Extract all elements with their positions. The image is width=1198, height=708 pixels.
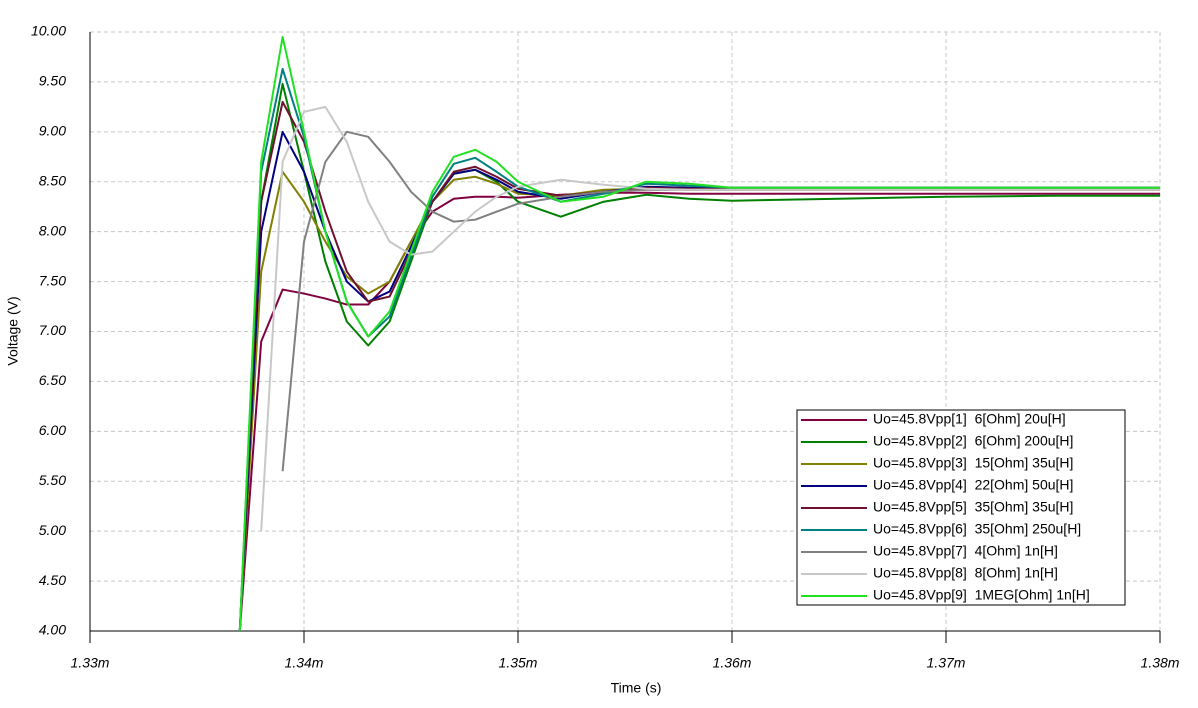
x-tick-label: 1.37m (927, 655, 966, 671)
series-line (238, 191, 1160, 631)
y-axis-label: Voltage (V) (5, 296, 21, 365)
series-line (238, 35, 1160, 631)
x-tick-label: 1.35m (499, 655, 538, 671)
y-tick-label: 7.50 (39, 272, 66, 288)
y-tick-label: 8.00 (39, 222, 66, 238)
y-tick-label: 9.50 (39, 73, 66, 89)
legend-label: Uo=45.8Vpp[6] 35[Ohm] 250u[H] (873, 521, 1081, 537)
legend-label: Uo=45.8Vpp[3] 15[Ohm] 35u[H] (873, 455, 1073, 471)
legend-label: Uo=45.8Vpp[2] 6[Ohm] 200u[H] (873, 433, 1073, 449)
legend-label: Uo=45.8Vpp[5] 35[Ohm] 35u[H] (873, 499, 1073, 515)
y-tick-label: 5.00 (39, 522, 66, 538)
x-tick-label: 1.33m (71, 655, 110, 671)
x-tick-label: 1.36m (713, 655, 752, 671)
y-tick-label: 8.50 (39, 172, 66, 188)
x-axis-label: Time (s) (611, 680, 662, 696)
y-tick-label: 5.50 (39, 472, 66, 488)
plot-area (238, 35, 1160, 631)
legend-label: Uo=45.8Vpp[4] 22[Ohm] 50u[H] (873, 477, 1073, 493)
y-tick-label: 4.00 (39, 622, 66, 638)
legend-label: Uo=45.8Vpp[9] 1MEG[Ohm] 1n[H] (873, 587, 1090, 603)
legend-label: Uo=45.8Vpp[1] 6[Ohm] 20u[H] (873, 411, 1066, 427)
y-tick-label: 6.00 (39, 422, 66, 438)
y-tick-label: 10.00 (31, 23, 66, 39)
y-tick-label: 7.00 (39, 322, 66, 338)
x-tick-label: 1.38m (1141, 655, 1180, 671)
x-tick-label: 1.34m (285, 655, 324, 671)
y-tick-label: 6.50 (39, 372, 66, 388)
y-tick-label: 9.00 (39, 123, 66, 139)
legend-label: Uo=45.8Vpp[8] 8[Ohm] 1n[H] (873, 565, 1058, 581)
legend-label: Uo=45.8Vpp[7] 4[Ohm] 1n[H] (873, 543, 1058, 559)
y-tick-label: 4.50 (39, 572, 66, 588)
series-line (260, 105, 1160, 532)
